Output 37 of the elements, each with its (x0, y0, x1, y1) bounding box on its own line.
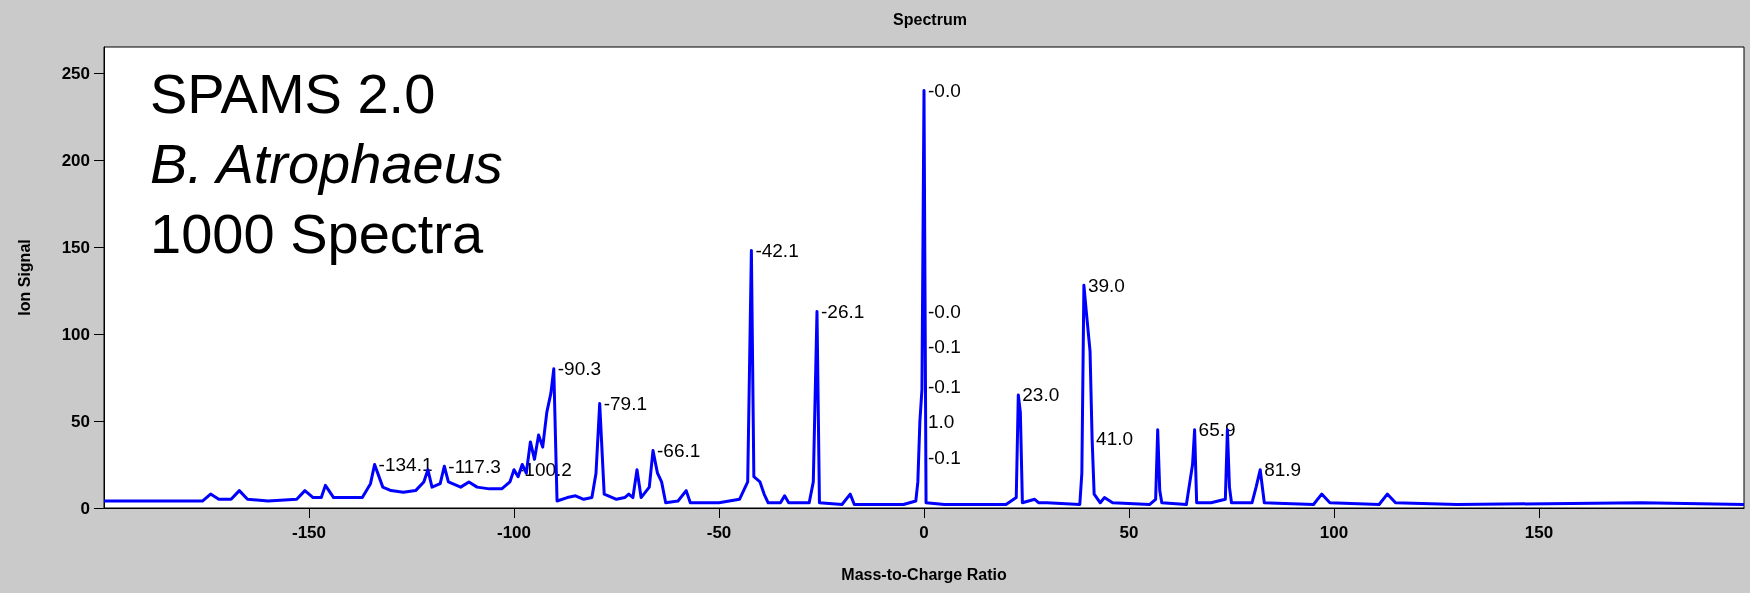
annotation: 1000 Spectra (150, 201, 484, 265)
x-axis-title: Mass-to-Charge Ratio (841, 565, 1007, 583)
annotation: -134.1 (378, 454, 433, 476)
annotation: 1.0 (928, 410, 955, 432)
x-tick-label: -50 (706, 523, 732, 542)
annotation: 39.0 (1087, 274, 1125, 296)
y-tick-label: 100 (61, 324, 90, 344)
y-tick-label: 50 (71, 411, 90, 431)
annotation: 41.0 (1096, 427, 1134, 449)
annotation: -0.0 (928, 79, 961, 101)
annotation: -0.1 (928, 447, 961, 469)
annotation: -0.1 (928, 335, 961, 357)
annotation: 81.9 (1264, 459, 1302, 481)
annotation: -26.1 (820, 300, 865, 322)
y-tick-label: 250 (61, 63, 90, 83)
x-tick-label: -150 (291, 523, 327, 542)
annotation: -0.0 (928, 300, 961, 322)
x-tick-label: -100 (496, 523, 532, 542)
y-tick-label: 150 (61, 237, 90, 257)
x-tick-label: 150 (1524, 523, 1554, 542)
annotation: -66.1 (656, 440, 701, 462)
x-tick-label: 50 (1119, 523, 1139, 542)
annotation: -79.1 (603, 393, 647, 415)
x-tick-label: 100 (1319, 523, 1349, 542)
y-tick-label: 0 (80, 498, 90, 518)
x-tick-label: 0 (919, 523, 929, 542)
annotation: 65.9 (1198, 419, 1236, 441)
annotation: -117.3 (448, 455, 501, 477)
annotation: 23.0 (1022, 384, 1060, 406)
annotation: -90.3 (557, 358, 602, 380)
annotation: -0.1 (928, 375, 961, 397)
annotation: SPAMS 2.0 (150, 61, 436, 125)
annotation: -42.1 (755, 240, 799, 262)
y-axis-title: Ion Signal (15, 239, 33, 316)
chart-title: Spectrum (893, 10, 967, 28)
annotation: B. Atrophaeus (150, 131, 503, 195)
y-tick-label: 200 (61, 150, 90, 170)
